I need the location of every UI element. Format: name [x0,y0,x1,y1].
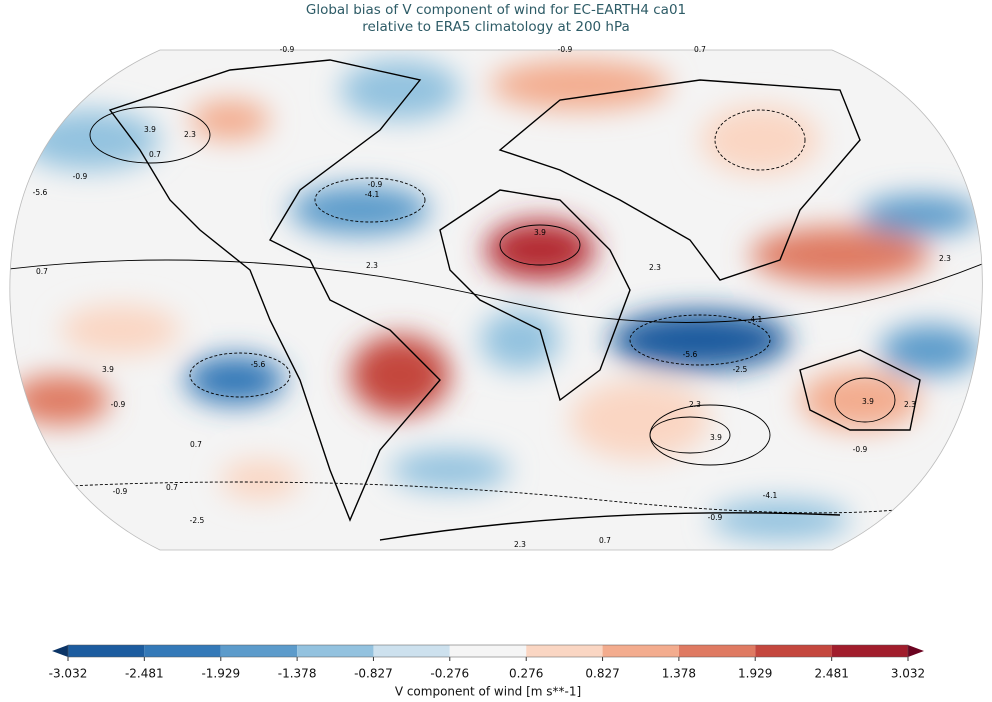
contour-label: -2.5 [190,516,205,525]
contour-label: -4.1 [763,491,778,500]
contour-label: 0.7 [166,483,178,492]
colorbar-bin [678,645,756,657]
contour-label: 3.9 [862,397,874,406]
contour-label: 2.3 [939,254,951,263]
colorbar-tick-label: -0.827 [354,667,393,681]
colorbar-bin [373,645,450,657]
colorbar-tick-label: -3.032 [49,667,88,681]
title-line: Global bias of V component of wind for E… [306,2,686,18]
contour-label: 3.9 [710,433,722,442]
colorbar-bin [144,645,221,657]
contour-label: -4.1 [365,190,380,199]
contour-label: -2.5 [733,365,748,374]
contour-label: 2.3 [649,263,661,272]
colorbar-extend-low [52,645,68,657]
contour-label: 3.9 [534,228,546,237]
contour-label: 3.9 [102,365,114,374]
contour-label: 2.3 [514,540,526,549]
colorbar-bin [755,645,832,657]
contour-label: 2.3 [689,400,701,409]
contour-label: -0.9 [708,513,723,522]
colorbar-frame [67,644,909,658]
contour-label: -0.9 [111,400,126,409]
contour-label: 0.7 [694,45,706,54]
contour-label: 0.7 [190,440,202,449]
contour-label: 2.3 [904,400,916,409]
map-outline [9,49,983,551]
contour-label: -0.9 [73,172,88,181]
contour-label: -0.9 [280,45,295,54]
colorbar-tick-label: 1.378 [662,667,696,681]
contour-label: 0.7 [36,267,48,276]
colorbar-tick-label: 2.481 [814,667,848,681]
colorbar-tick-label: 0.827 [585,667,619,681]
colorbar-tick-label: -0.276 [430,667,469,681]
contour-label: -5.6 [33,188,48,197]
colorbar-extend-high [908,645,924,657]
colorbar-tick-label: 0.276 [509,667,543,681]
contour-label: 2.3 [366,261,378,270]
colorbar-bin [449,645,527,657]
contour-label: -4.1 [748,315,763,324]
title-line: relative to ERA5 climatology at 200 hPa [362,19,630,35]
colorbar-bin [602,645,679,657]
contour-label: -0.9 [853,445,868,454]
contour-label: -0.9 [558,45,573,54]
colorbar-bin [68,645,145,657]
contour-label: -0.9 [113,487,128,496]
colorbar-bin [831,645,908,657]
colorbar-tick-label: -1.378 [278,667,317,681]
contour-label: 3.9 [144,125,156,134]
colorbar-tick-label: -1.929 [201,667,240,681]
contour-label: 0.7 [149,150,161,159]
colorbar-tick-label: 3.032 [891,667,925,681]
contours [9,106,983,514]
contour-label: -5.6 [251,360,266,369]
colorbar-label: V component of wind [m s**-1] [395,685,581,699]
colorbar-tick-label: 1.929 [738,667,772,681]
colorbar-bin [220,645,298,657]
map-field [9,50,983,550]
contour-label: 0.7 [599,536,611,545]
contour-label: -5.6 [683,350,698,359]
coastlines [108,59,921,541]
colorbar-bin [297,645,374,657]
colorbar-bin [526,645,603,657]
contour-label: -0.9 [368,180,383,189]
colorbar-tick-label: -2.481 [125,667,164,681]
contour-label: 2.3 [184,130,196,139]
